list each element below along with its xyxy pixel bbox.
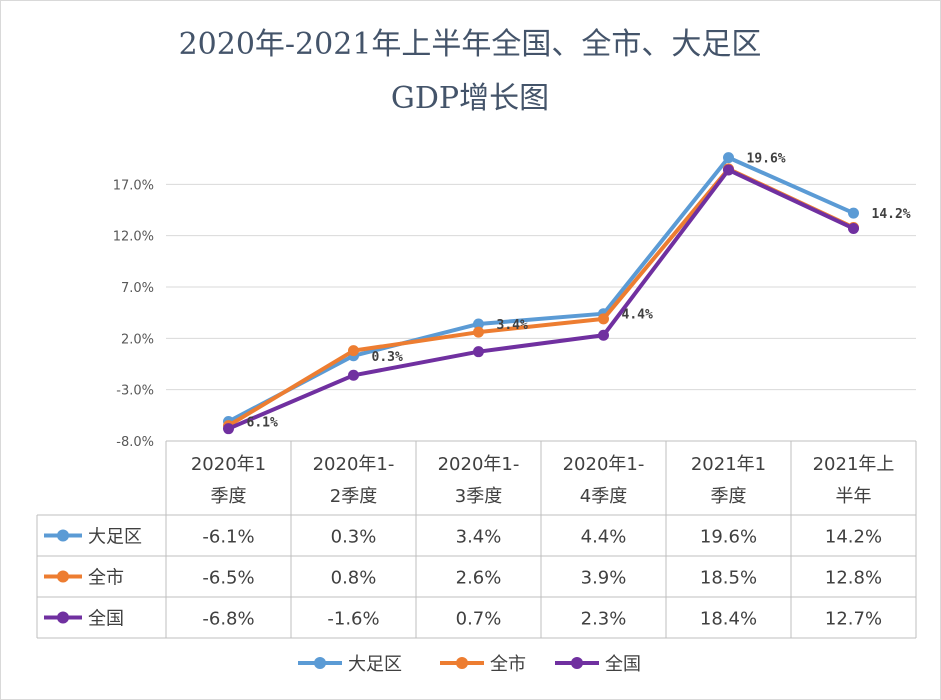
data-point <box>848 207 859 219</box>
data-point <box>598 329 609 341</box>
chart-title-line-2: GDP增长图 <box>391 81 549 116</box>
category-label: 2021年上 <box>813 454 895 475</box>
y-tick-label: 2.0% <box>121 332 154 347</box>
data-label: 14.2% <box>872 207 911 222</box>
data-point <box>848 222 859 234</box>
table-cell: 3.9% <box>581 568 627 589</box>
table-cell: -6.8% <box>202 609 254 630</box>
legend-label: 大足区 <box>348 654 402 675</box>
table-series-name: 全国 <box>88 609 124 630</box>
table-cell: 4.4% <box>581 527 627 548</box>
table-cell: 12.8% <box>825 568 882 589</box>
legend-label: 全国 <box>605 654 641 675</box>
data-label: 19.6% <box>747 152 786 167</box>
table-cell: 19.6% <box>700 527 757 548</box>
data-label: 4.4% <box>622 308 653 323</box>
y-tick-label: -8.0% <box>116 435 154 450</box>
table-cell: 3.4% <box>456 527 502 548</box>
legend-key-marker <box>571 657 583 669</box>
table-cell: -1.6% <box>327 609 379 630</box>
series-line <box>227 167 855 431</box>
category-label: 季度 <box>711 486 747 507</box>
data-point <box>598 313 609 325</box>
table-cell: -6.1% <box>202 527 254 548</box>
y-tick-label: 12.0% <box>113 230 154 245</box>
data-table: 2020年1 季度 2020年1- 2季度 2020年1- 3季度 2020年1- 4季度 20… <box>36 440 917 639</box>
table-series-name: 全市 <box>88 568 124 589</box>
table-cell: 0.7% <box>456 609 502 630</box>
y-tick-label: 7.0% <box>121 281 154 296</box>
category-label: 2020年1 <box>191 454 266 475</box>
table-cell: 14.2% <box>825 527 882 548</box>
table-cell: -6.5% <box>202 568 254 589</box>
data-point <box>473 326 484 338</box>
data-labels: 6.1% 0.3% 3.4% 4.4% 19.6% 14.2% <box>247 152 911 431</box>
data-point <box>723 152 734 164</box>
data-point <box>348 345 359 357</box>
category-label: 2020年1- <box>563 454 645 475</box>
data-point <box>473 346 484 358</box>
data-point <box>348 369 359 381</box>
category-label: 2020年1- <box>313 454 395 475</box>
legend-label: 全市 <box>490 654 526 675</box>
table-cell: 12.7% <box>825 609 882 630</box>
data-label: 0.3% <box>372 350 403 365</box>
table-cell: 2.6% <box>456 568 502 589</box>
legend-key-marker <box>314 657 326 669</box>
data-point <box>723 164 734 176</box>
category-label: 3季度 <box>455 486 502 507</box>
series-line <box>227 155 855 424</box>
category-label: 季度 <box>211 486 247 507</box>
table-cell: 0.8% <box>331 568 377 589</box>
category-label: 半年 <box>836 486 872 507</box>
data-label: 3.4% <box>497 318 528 333</box>
y-tick-label: 17.0% <box>113 178 154 193</box>
table-cell: 18.4% <box>700 609 757 630</box>
series-lines <box>223 152 859 435</box>
data-point <box>473 318 484 330</box>
category-label: 2021年1 <box>691 454 766 475</box>
category-label: 2季度 <box>330 486 377 507</box>
y-axis-tick-labels: 17.0% 12.0% 7.0% 2.0% -3.0% -8.0% <box>113 178 154 450</box>
category-label: 2020年1- <box>438 454 520 475</box>
table-legend-key-marker <box>57 570 69 583</box>
table-cell: 18.5% <box>700 568 757 589</box>
table-cell: 0.3% <box>331 527 377 548</box>
table-series-name: 大足区 <box>88 527 142 548</box>
y-tick-label: -3.0% <box>116 384 154 399</box>
table-legend-key-marker <box>57 611 69 624</box>
data-point <box>223 423 234 435</box>
table-legend-key-marker <box>57 529 69 542</box>
legend-key-marker <box>456 657 468 669</box>
category-label: 4季度 <box>580 486 627 507</box>
legend: 大足区 全市 全国 <box>298 654 641 675</box>
chart-title-line-1: 2020年-2021年上半年全国、全市、大足区 <box>179 27 762 62</box>
data-label: 6.1% <box>247 415 278 430</box>
table-cell: 2.3% <box>581 609 627 630</box>
